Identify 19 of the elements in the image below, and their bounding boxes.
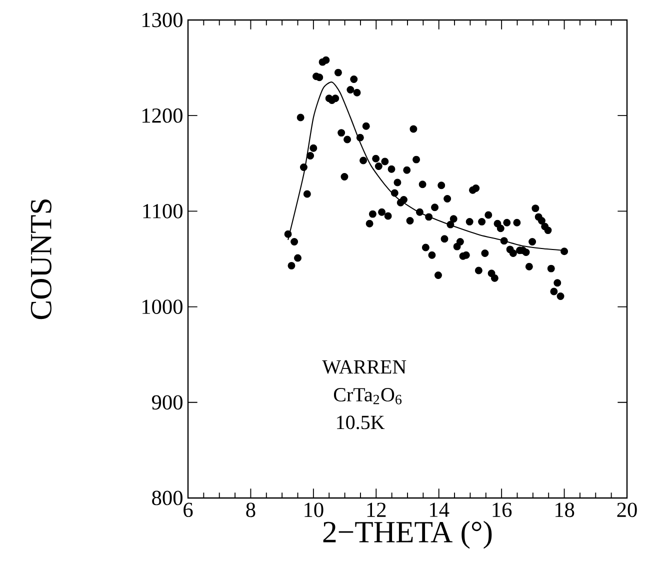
annotation: 10.5K: [337, 416, 385, 430]
x-tick-label: 12: [367, 502, 386, 517]
y-tick-label: 1300: [142, 12, 182, 28]
x-tick-label: 16: [492, 502, 512, 518]
y-tick-label: 1100: [143, 204, 182, 218]
x-tick-label: 6: [184, 502, 193, 518]
annotation: WARREN: [322, 360, 406, 374]
y-tick-label: 1200: [142, 108, 182, 123]
x-tick-label: 14: [430, 502, 450, 517]
x-tick-label: 18: [556, 502, 574, 518]
y-tick-label: 900: [152, 395, 182, 410]
x-axis-title: 2−THETA (°): [323, 520, 492, 549]
x-tick-label: 20: [617, 502, 637, 518]
y-tick-label: 800: [152, 490, 182, 506]
x-tick-label: 8: [246, 502, 256, 518]
y-tick-label: 1000: [142, 300, 182, 314]
x-tick-label: 10: [304, 502, 324, 518]
y-axis-title: COUNTS: [30, 200, 52, 320]
annotation: CrTa$_{2}$O$_{6}$: [334, 388, 402, 404]
